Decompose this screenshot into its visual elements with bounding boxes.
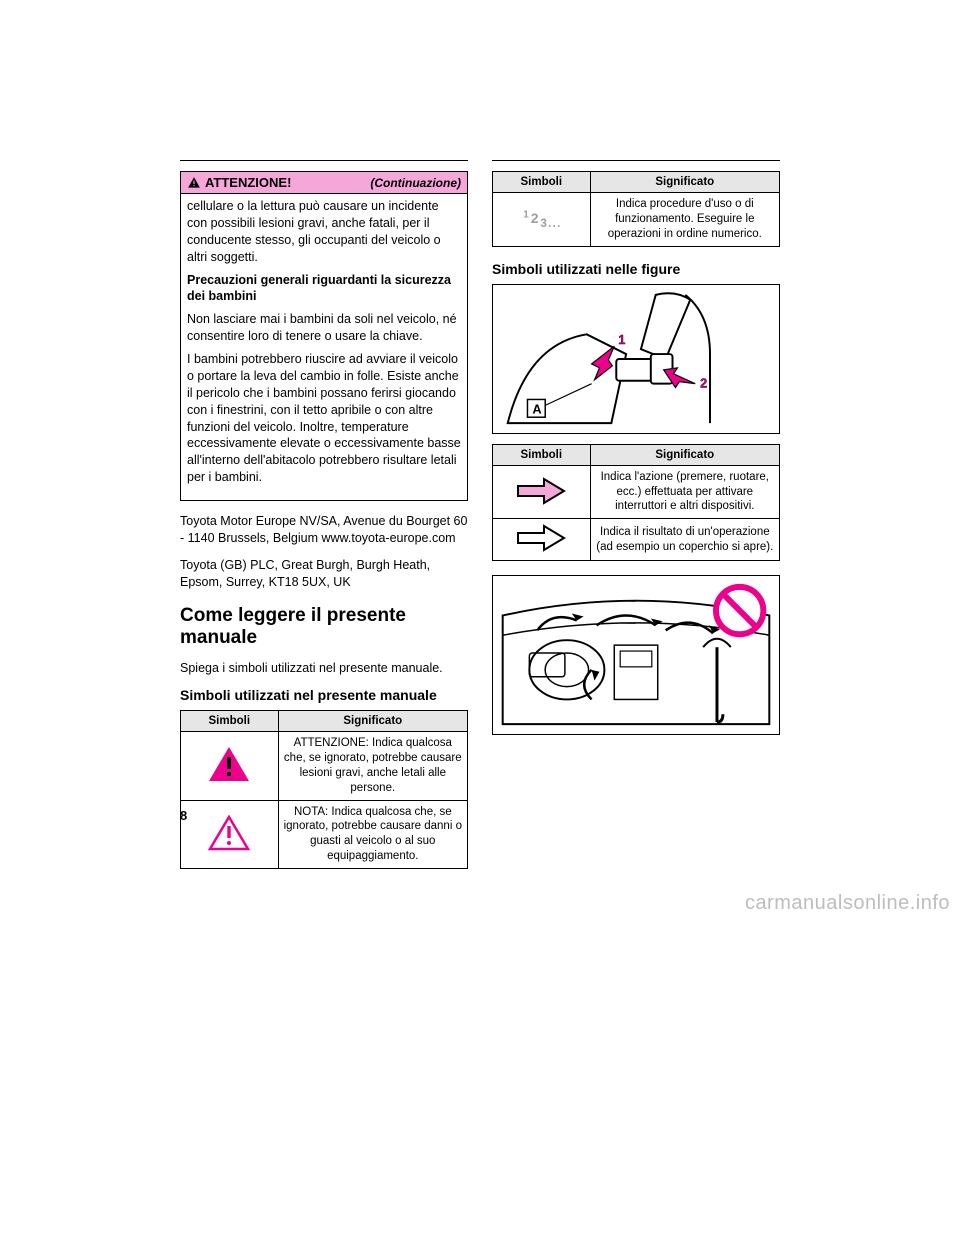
symbols-table-1: Simboli Significato ATTENZIONE: Indica q…	[180, 710, 468, 870]
dashboard-illustration	[493, 576, 779, 734]
result-arrow-icon	[514, 523, 568, 553]
warning-p2: Precauzioni generali riguardanti la sicu…	[187, 272, 461, 306]
left-column: ATTENZIONE! (Continuazione) cellulare o …	[180, 160, 468, 883]
warning-p1: cellulare o la lettura può causare un in…	[187, 198, 461, 266]
th-significato: Significato	[278, 710, 467, 731]
th-significato: Significato	[590, 444, 779, 465]
address-1: Toyota Motor Europe NV/SA, Avenue du Bou…	[180, 513, 468, 547]
th-simboli: Simboli	[181, 710, 279, 731]
cell-steps-desc: Indica procedure d'uso o di funzionament…	[590, 193, 779, 247]
warning-triangle-icon	[187, 176, 201, 190]
column-rule	[492, 160, 780, 161]
warning-p4: I bambini potrebbero riuscire ad avviare…	[187, 351, 461, 486]
warning-title: ATTENZIONE!	[205, 175, 291, 190]
cell-notice-icon	[181, 800, 279, 869]
cell-action-arrow-icon	[493, 465, 591, 519]
warning-triangle-filled-icon	[207, 745, 251, 783]
numbered-steps-icon: 1 2 3 . . .	[523, 210, 559, 226]
subsection-2: Simboli utilizzati nelle figure	[492, 261, 780, 278]
warning-box: ATTENZIONE! (Continuazione) cellulare o …	[180, 171, 468, 501]
svg-text:2: 2	[700, 375, 707, 390]
svg-text:1: 1	[618, 332, 625, 347]
figure-seatbelt: 1 2 A	[492, 284, 780, 434]
seatbelt-illustration: 1 2 A	[493, 285, 779, 433]
subsection-1: Simboli utilizzati nel presente manuale	[180, 687, 468, 704]
symbols-table-1b: Simboli Significato 1 2 3 . . . Indica p…	[492, 171, 780, 247]
svg-text:A: A	[532, 401, 541, 416]
th-simboli: Simboli	[493, 444, 591, 465]
symbols-table-2: Simboli Significato Indica l'azione (pre…	[492, 444, 780, 562]
cell-warning-desc: ATTENZIONE: Indica qualcosa che, se igno…	[278, 731, 467, 800]
action-arrow-icon	[514, 476, 568, 506]
cell-warning-icon	[181, 731, 279, 800]
figure-dashboard	[492, 575, 780, 735]
cell-result-desc: Indica il risultato di un'operazione (ad…	[590, 519, 779, 561]
warning-header: ATTENZIONE! (Continuazione)	[181, 172, 467, 194]
page-number: 8	[180, 808, 187, 823]
watermark: carmanualsonline.info	[745, 892, 950, 915]
section-intro: Spiega i simboli utilizzati nel presente…	[180, 660, 468, 677]
cell-notice-desc: NOTA: Indica qualcosa che, se ignorato, …	[278, 800, 467, 869]
th-significato: Significato	[590, 172, 779, 193]
cell-steps-icon: 1 2 3 . . .	[493, 193, 591, 247]
cell-action-desc: Indica l'azione (premere, ruotare, ecc.)…	[590, 465, 779, 519]
cell-result-arrow-icon	[493, 519, 591, 561]
section-title: Come leggere il presente manuale	[180, 605, 468, 651]
warning-continuation: (Continuazione)	[370, 176, 461, 190]
warning-p3: Non lasciare mai i bambini da soli nel v…	[187, 311, 461, 345]
address-2: Toyota (GB) PLC, Great Burgh, Burgh Heat…	[180, 557, 468, 591]
right-column: Simboli Significato 1 2 3 . . . Indica p…	[492, 160, 780, 883]
warning-body: cellulare o la lettura può causare un in…	[181, 194, 467, 500]
th-simboli: Simboli	[493, 172, 591, 193]
column-rule	[180, 160, 468, 161]
notice-triangle-outline-icon	[207, 814, 251, 852]
